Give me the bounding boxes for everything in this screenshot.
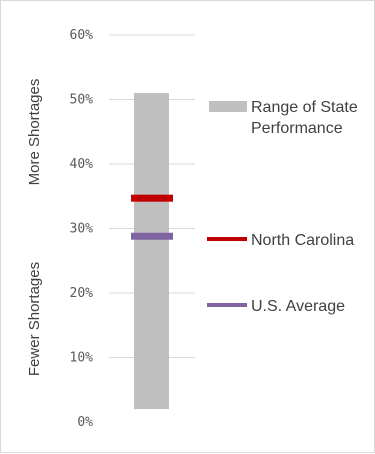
y-tick-label: 60% [70, 28, 94, 43]
legend: Range of State Performance North Carolin… [207, 99, 358, 315]
legend-range-swatch [209, 101, 247, 112]
side-label-upper: More Shortages [26, 79, 43, 186]
legend-range-label-line2: Performance [251, 120, 343, 137]
y-tick-labels: 0% 10% 20% 30% 40% 50% 60% [70, 28, 94, 430]
side-label-lower: Fewer Shortages [26, 262, 43, 376]
legend-range-label-line1: Range of State [251, 99, 358, 116]
y-tick-label: 50% [70, 93, 94, 108]
north-carolina-marker [131, 194, 173, 202]
y-tick-label: 20% [70, 286, 94, 301]
legend-us-average-label: U.S. Average [251, 298, 345, 315]
y-tick-label: 10% [70, 351, 94, 366]
legend-north-carolina-label: North Carolina [251, 232, 354, 249]
range-bar [134, 93, 169, 410]
y-tick-label: 40% [70, 157, 94, 172]
y-tick-label: 30% [70, 222, 94, 237]
us-average-marker [131, 232, 173, 240]
y-tick-label: 0% [77, 415, 93, 430]
